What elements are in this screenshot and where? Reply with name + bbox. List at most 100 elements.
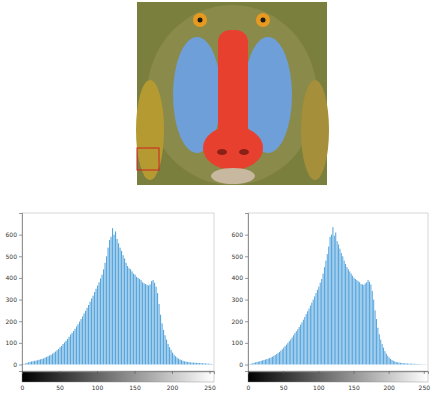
histogram-bar: [268, 359, 269, 365]
y-tick-mark: [19, 321, 22, 322]
x-tick-mark: [60, 371, 61, 374]
histogram-bar: [276, 354, 277, 364]
x-tick-mark: [389, 371, 390, 374]
histogram-bar: [129, 268, 130, 364]
y-tick-mark: [19, 278, 22, 279]
y-tick-mark: [245, 343, 248, 344]
histogram-bar: [165, 335, 166, 364]
eye-right: [256, 13, 270, 27]
histogram-bar: [359, 282, 360, 364]
x-tick-mark: [97, 371, 98, 374]
histogram-bar: [181, 360, 182, 364]
x-axis-line: [23, 372, 215, 375]
histogram-bar: [417, 364, 418, 365]
histogram-chart: 0100200300400500600050100150200250: [232, 213, 431, 391]
histogram-bar: [54, 353, 55, 365]
histogram-bar: [150, 284, 151, 364]
histogram-bar: [171, 350, 172, 365]
histogram-bar: [286, 345, 287, 365]
y-tick: 400: [232, 274, 248, 281]
x-axis: 050100150200250: [247, 371, 431, 391]
histogram-bar: [375, 310, 376, 364]
histogram-bar: [377, 328, 378, 365]
histogram-bar: [55, 352, 56, 365]
y-tick: 300: [6, 296, 22, 303]
photo: [136, 2, 329, 185]
histogram-bar: [358, 281, 359, 364]
histogram-bar: [138, 278, 139, 365]
histogram-bar: [363, 285, 364, 365]
x-tick-label: 250: [204, 384, 216, 391]
histogram-bar: [160, 315, 161, 365]
histogram-bar: [162, 323, 163, 364]
histogram-bar: [303, 320, 304, 365]
histogram-bar: [187, 362, 188, 365]
histogram-bar: [324, 267, 325, 364]
histogram-bar: [330, 237, 331, 365]
histogram-bar: [99, 282, 100, 364]
histogram-bar: [294, 333, 295, 364]
histogram-bar: [391, 360, 392, 365]
histogram-bar: [351, 274, 352, 365]
x-tick: 0: [21, 371, 25, 391]
histogram-bar: [387, 356, 388, 365]
histogram-bar: [199, 363, 200, 365]
histogram-bar: [331, 235, 332, 365]
histogram-bar: [111, 237, 112, 365]
histogram-chart: 0100200300400500600050100150200250: [6, 213, 216, 391]
histogram-bar: [252, 363, 253, 364]
y-tick: 200: [6, 318, 22, 325]
y-tick-label: 400: [232, 274, 244, 281]
plot-frame: [248, 213, 428, 371]
histogram-bar: [163, 330, 164, 365]
x-tick-mark: [283, 371, 284, 374]
histogram-bar: [81, 319, 82, 364]
histogram-bar: [285, 346, 286, 364]
histogram-bar: [96, 289, 97, 365]
histogram-bar: [383, 348, 384, 365]
eye-left: [193, 13, 207, 27]
histogram-bar: [174, 355, 175, 365]
histogram-bar: [66, 341, 67, 365]
histogram-bar: [370, 284, 371, 364]
y-tick-label: 400: [6, 274, 18, 281]
histogram-bar: [346, 267, 347, 364]
histogram-bar: [289, 341, 290, 364]
histogram-bar: [323, 274, 324, 365]
histogram-bar: [124, 258, 125, 364]
x-tick: 200: [167, 371, 179, 391]
histogram-bar: [102, 275, 103, 365]
histogram-bar: [76, 326, 77, 364]
y-tick: 600: [6, 231, 22, 238]
x-tick-label: 50: [56, 384, 64, 391]
bars: [22, 228, 214, 364]
histogram-bar: [154, 283, 155, 365]
y-axis-line: [19, 214, 23, 372]
y-tick-label: 600: [6, 231, 18, 238]
histogram-bar: [325, 261, 326, 365]
histogram-bar: [88, 305, 89, 365]
histogram-bar: [34, 361, 35, 365]
histogram-bar: [283, 348, 284, 365]
face-fur: [147, 5, 317, 185]
histogram-bar: [190, 362, 191, 364]
x-axis: 0 50 100 150 200 250: [21, 371, 216, 391]
gray-colorbar: [248, 372, 428, 382]
histogram-bar: [279, 352, 280, 365]
histogram-bar: [136, 277, 137, 365]
histogram-bar: [195, 363, 196, 365]
histogram-bar: [177, 358, 178, 365]
histogram-bar: [265, 360, 266, 365]
histogram-bar: [127, 266, 128, 364]
histogram-bar: [141, 280, 142, 364]
x-tick-label: 200: [383, 384, 395, 391]
histogram-bar: [293, 335, 294, 364]
y-tick-mark: [245, 278, 248, 279]
histogram-bar: [421, 364, 422, 365]
histogram-bar: [210, 363, 211, 365]
x-tick-label: 100: [92, 384, 104, 391]
histogram-bar: [157, 293, 158, 364]
histogram-bar: [43, 358, 44, 364]
x-tick-label: 150: [129, 384, 141, 391]
y-tick-mark: [19, 235, 22, 236]
